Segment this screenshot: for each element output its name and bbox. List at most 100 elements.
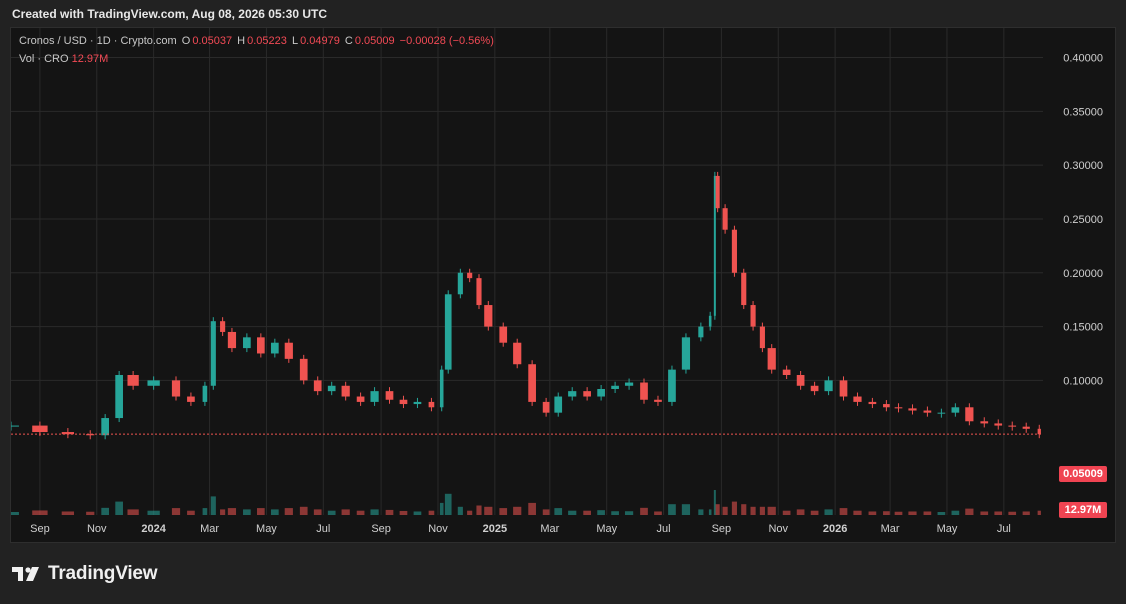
volume-bar (313, 509, 322, 515)
price-candle (243, 337, 251, 349)
price-candle (413, 401, 422, 405)
last-price-badge: 0.05009 (1059, 466, 1107, 482)
price-candle (708, 315, 712, 327)
price-candle (341, 385, 350, 397)
price-candle (202, 385, 208, 402)
volume-bar (327, 510, 336, 515)
price-candle (467, 272, 473, 279)
volume-bar (883, 511, 890, 515)
price-candle (713, 175, 716, 316)
price-candle (883, 404, 890, 408)
price-candle (115, 375, 123, 419)
price-candle (457, 272, 463, 295)
price-candle (542, 401, 550, 413)
price-candle (668, 369, 676, 402)
volume-bar (115, 501, 123, 515)
price-candle (568, 391, 577, 397)
volume-bar (713, 490, 716, 515)
price-candle (810, 385, 819, 392)
volume-bars (11, 490, 1041, 515)
x-tick-label: Nov (87, 523, 107, 535)
price-candle (356, 396, 365, 402)
last-volume-badge: 12.97M (1059, 502, 1107, 518)
price-candle (796, 375, 805, 386)
price-candle (210, 321, 216, 386)
volume-bar (385, 509, 394, 515)
volume-bar (951, 510, 960, 515)
price-candle (439, 369, 444, 408)
price-candle (428, 401, 435, 408)
price-candle (327, 385, 336, 392)
x-tick-label: Jul (316, 523, 330, 535)
price-candle (127, 375, 139, 386)
price-candle (220, 321, 226, 332)
x-tick-label: Jul (657, 523, 671, 535)
x-tick-label: Mar (540, 523, 559, 535)
page-caption: Created with TradingView.com, Aug 08, 20… (12, 7, 327, 21)
price-candle (908, 408, 917, 411)
price-candle (894, 407, 903, 409)
close-label: C (344, 35, 353, 47)
price-candle (597, 388, 605, 397)
price-candle (824, 380, 833, 392)
volume-bar (1008, 511, 1017, 515)
price-candle (611, 385, 619, 389)
volume-bar (210, 496, 216, 515)
volume-bar (341, 509, 350, 515)
price-candle (32, 425, 48, 433)
tradingview-logo-icon (12, 567, 39, 581)
x-tick-label: May (596, 523, 617, 535)
volume-bar (413, 511, 422, 515)
price-series (11, 171, 1043, 440)
price-candle (476, 278, 482, 306)
price-axis: 0.40000 0.35000 0.30000 0.25000 0.20000 0.150… (1063, 53, 1103, 388)
close-value: 0.05009 (354, 35, 395, 47)
y-tick-label: 0.20000 (1063, 268, 1103, 280)
volume-bar (513, 506, 522, 515)
price-candle (187, 396, 195, 402)
tradingview-logo[interactable]: TradingView (12, 563, 158, 585)
price-candle (698, 326, 704, 338)
volume-bar (894, 511, 903, 515)
price-candle (839, 380, 848, 397)
price-candle (750, 305, 756, 327)
volume-bar (937, 512, 946, 515)
price-candle (923, 410, 932, 413)
time-axis: Sep Nov 2024 Mar May Jul Sep Nov 2025 Mar May Jul Se… (30, 523, 1011, 535)
volume-bar (399, 510, 408, 515)
brand-name: TradingView (48, 563, 158, 584)
volume-bar (708, 509, 712, 515)
volume-bar (284, 508, 293, 515)
price-candle (444, 294, 452, 370)
x-tick-label: Mar (881, 523, 900, 535)
price-candle (583, 391, 591, 397)
price-candle (11, 425, 19, 427)
volume-bar (299, 506, 308, 515)
volume-bar (542, 509, 550, 515)
volume-bar (980, 511, 989, 515)
volume-bar (611, 511, 619, 515)
x-tick-label: Sep (371, 523, 391, 535)
price-candle (1008, 425, 1017, 427)
price-candle (767, 348, 776, 370)
price-candle (299, 358, 308, 381)
x-tick-label: Nov (768, 523, 788, 535)
volume-bar (187, 510, 195, 515)
price-candle (370, 391, 379, 402)
low-value: 0.04979 (300, 35, 340, 47)
price-candle (624, 382, 634, 386)
x-tick-label: May (256, 523, 277, 535)
price-chart[interactable]: 0.40000 0.35000 0.30000 0.25000 0.20000 0.150… (11, 28, 1117, 544)
volume-bar (370, 509, 379, 515)
price-candle (399, 399, 408, 405)
volume-bar (767, 506, 776, 515)
price-candle (227, 331, 237, 349)
chart-panel[interactable]: 0.40000 0.35000 0.30000 0.25000 0.20000 0.150… (10, 27, 1116, 543)
volume-bar (750, 506, 756, 515)
volume-bar (810, 510, 819, 515)
volume-bar (741, 504, 747, 515)
price-candle (513, 342, 522, 365)
volume-bar (243, 509, 251, 515)
volume-bar (101, 507, 110, 515)
x-tick-label: Nov (428, 523, 448, 535)
